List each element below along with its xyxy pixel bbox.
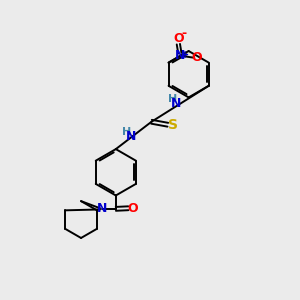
Text: S: S [168,118,178,132]
Text: +: + [181,50,189,61]
Text: O: O [173,32,184,45]
Text: H: H [168,94,177,104]
Text: O: O [191,51,202,64]
Text: N: N [97,202,107,215]
Text: N: N [171,97,181,110]
Text: N: N [175,49,186,62]
Text: O: O [128,202,138,215]
Text: N: N [126,130,136,143]
Text: -: - [182,27,187,40]
Text: H: H [122,127,132,137]
